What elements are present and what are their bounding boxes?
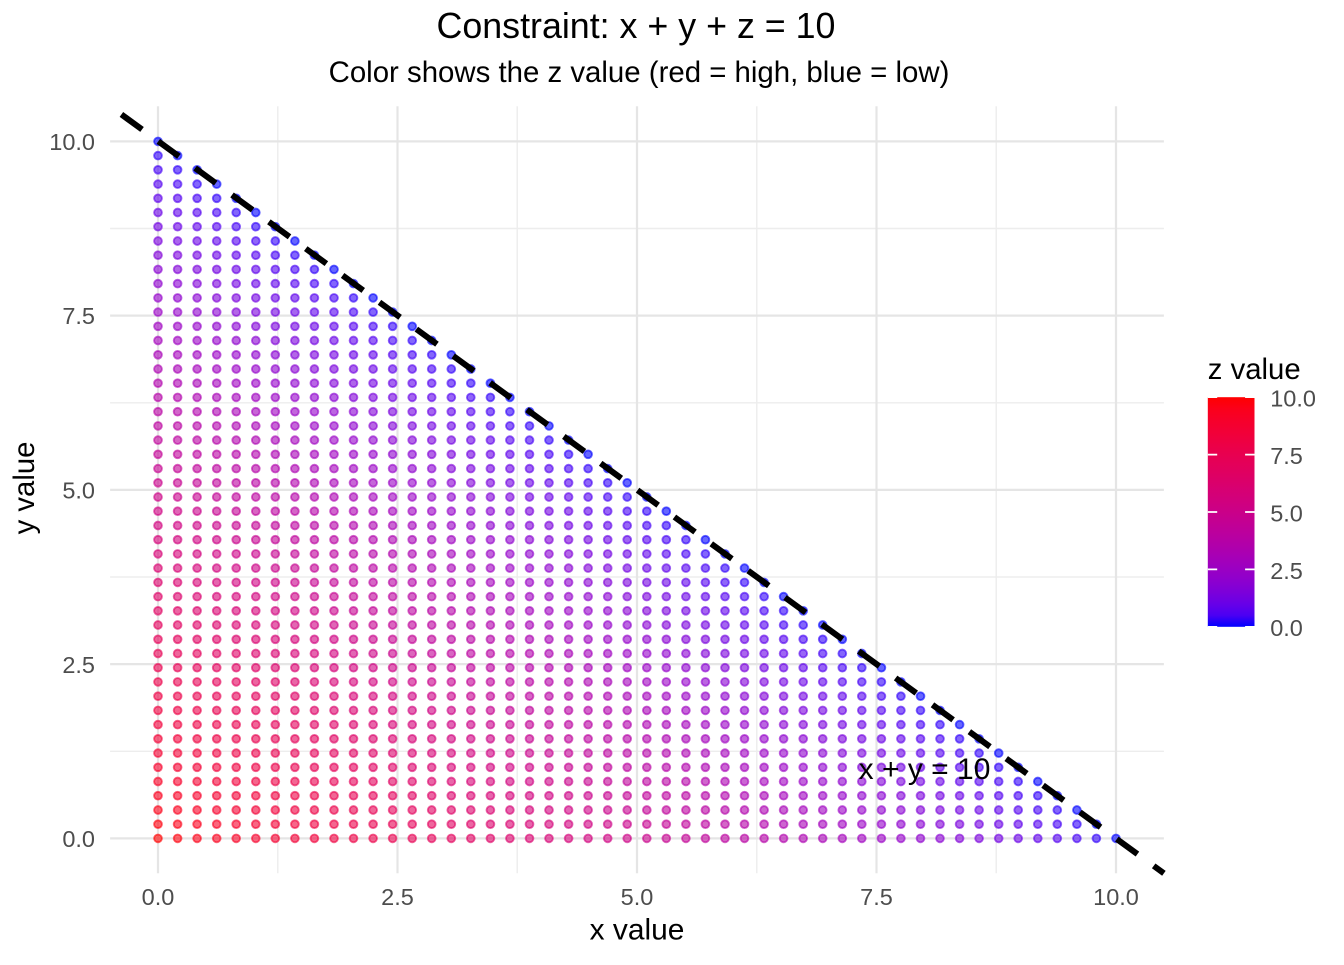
svg-text:z value: z value [1208,353,1301,386]
svg-text:Color shows the z value (red =: Color shows the z value (red = high, blu… [329,56,950,89]
svg-text:5.0: 5.0 [62,478,95,504]
svg-text:5.0: 5.0 [1270,500,1303,526]
svg-text:x value: x value [590,914,685,947]
svg-text:0.0: 0.0 [1270,615,1303,641]
svg-text:2.5: 2.5 [1270,558,1303,584]
svg-text:7.5: 7.5 [62,303,95,329]
svg-text:0.0: 0.0 [142,884,175,910]
svg-text:10.0: 10.0 [1093,884,1139,910]
svg-text:0.0: 0.0 [62,826,95,852]
svg-text:10.0: 10.0 [1270,386,1316,412]
svg-text:5.0: 5.0 [621,884,654,910]
svg-text:7.5: 7.5 [1270,443,1303,469]
svg-text:10.0: 10.0 [49,129,95,155]
svg-text:7.5: 7.5 [860,884,893,910]
svg-text:2.5: 2.5 [381,884,414,910]
svg-text:x + y = 10: x + y = 10 [859,753,991,786]
svg-text:Constraint: x + y + z = 10: Constraint: x + y + z = 10 [437,6,836,46]
svg-text:y value: y value [8,442,41,535]
svg-text:2.5: 2.5 [62,652,95,678]
